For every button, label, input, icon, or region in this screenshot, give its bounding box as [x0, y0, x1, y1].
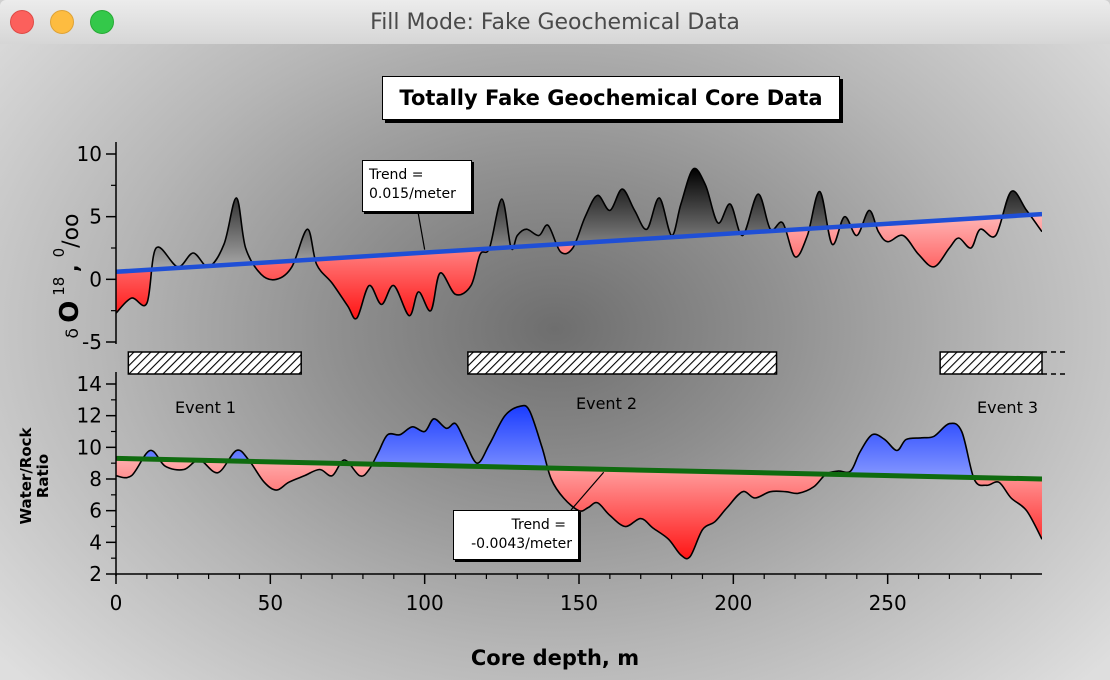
top-y-tick-label: 10	[77, 142, 102, 166]
close-button[interactable]	[10, 10, 34, 34]
event-2-bar	[467, 351, 778, 375]
x-tick-label: 100	[406, 591, 444, 615]
title-bar[interactable]: Fill Mode: Fake Geochemical Data	[0, 0, 1110, 45]
bottom-y-tick-label: 2	[89, 562, 102, 586]
event-3-label: Event 3	[977, 398, 1039, 417]
bottom-annotation-leader	[570, 471, 605, 511]
bottom-y-tick-label: 8	[89, 467, 102, 491]
event-1-bar	[127, 351, 302, 375]
top-y-axis-label: δ O 18 , 0/oo	[49, 213, 85, 339]
top-y-tick-label: 5	[89, 205, 102, 229]
bottom-y-tick-label: 14	[77, 372, 102, 396]
bottom-y-tick-label: 4	[89, 530, 102, 554]
x-tick-label: 0	[110, 591, 123, 615]
bottom-trend-line	[116, 455, 1042, 482]
x-tick-label: 250	[869, 591, 907, 615]
window-title: Fill Mode: Fake Geochemical Data	[370, 10, 740, 35]
top-y-tick-label: -5	[82, 330, 102, 354]
event-2-label: Event 2	[576, 394, 638, 413]
x-axis-title: Core depth, m	[470, 646, 640, 670]
bottom-fill-below-trend	[116, 458, 1042, 559]
bottom-trend-annotation[interactable]: Trend = -0.0043/meter	[453, 510, 579, 560]
bottom-y-tick-label: 10	[77, 435, 102, 459]
top-annotation-leader	[417, 211, 426, 250]
event-1-label: Event 1	[175, 398, 237, 417]
bottom-y-tick-label: 6	[89, 499, 102, 523]
top-trend-line	[116, 211, 1042, 275]
plot-area: 10 5 0 -5 14 12 10 8 6 4 2 0 50 100 150 200 250 Totally …	[0, 44, 1110, 680]
bottom-y-label-line1: Water/Rock	[17, 427, 35, 525]
bottom-trend-line1: Trend =	[511, 517, 567, 533]
zoom-button[interactable]	[90, 10, 114, 34]
bottom-data-line	[116, 404, 1042, 560]
bottom-trend-line2: -0.0043/meter	[471, 536, 572, 552]
top-trend-line2: 0.015/meter	[369, 186, 456, 202]
bottom-y-label-line2: Ratio	[34, 453, 52, 499]
event-3-bar	[939, 351, 1043, 375]
bottom-y-tick-label: 12	[77, 404, 102, 428]
top-data-line	[116, 167, 1042, 320]
top-trend-annotation[interactable]: Trend = 0.015/meter	[362, 160, 472, 212]
x-tick-label: 200	[714, 591, 752, 615]
minimize-button[interactable]	[50, 10, 74, 34]
x-tick-label: 50	[258, 591, 283, 615]
top-fill-below-trend	[116, 214, 1042, 319]
bottom-y-axis-label: Water/Rock Ratio	[17, 416, 58, 536]
chart-title: Totally Fake Geochemical Core Data	[382, 76, 840, 120]
top-trend-line1: Trend =	[369, 167, 424, 183]
top-y-tick-label: 0	[89, 267, 102, 291]
x-tick-label: 150	[560, 591, 598, 615]
